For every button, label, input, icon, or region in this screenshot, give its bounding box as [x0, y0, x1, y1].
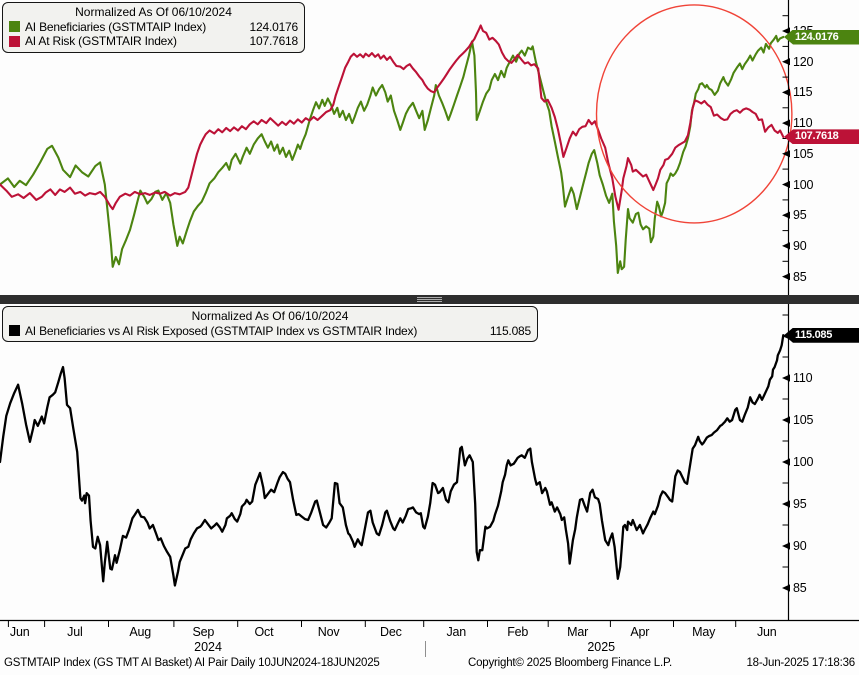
legend-label: AI At Risk (GSTMTAIR Index) — [25, 34, 177, 48]
last-value-badge-bottom-115-085: 115.085 — [784, 327, 859, 343]
y-tick-label-bottom: 90 — [793, 539, 807, 553]
y-tick-arrow-icon — [782, 242, 790, 250]
footer-copyright: Copyright© 2025 Bloomberg Finance L.P. — [468, 657, 672, 669]
x-month-label-sep: Sep — [192, 625, 215, 639]
y-tick-arrow-icon — [782, 27, 790, 35]
y-tick-label-bottom: 85 — [793, 581, 807, 595]
y-tick-label-top: 115 — [793, 85, 813, 100]
y-tick-arrow-icon — [782, 119, 790, 127]
x-month-label-jan: Jan — [446, 625, 467, 639]
y-tick-arrow-icon — [782, 458, 790, 466]
x-year-label-2025: 2025 — [587, 640, 616, 654]
y-tick-label-bottom: 100 — [793, 455, 814, 469]
swatch-red-icon — [9, 35, 20, 47]
legend-top-title: Normalized As Of 06/10/2024 — [75, 5, 232, 19]
legend-bottom[interactable]: Normalized As Of 06/10/2024 AI Beneficia… — [2, 306, 538, 342]
y-tick-label-top: 90 — [793, 238, 807, 253]
footer-security-description: GSTMTAIP Index (GS TMT AI Basket) AI Pai… — [4, 657, 380, 669]
series-ai-pair-ratio-line[interactable] — [0, 334, 785, 587]
y-tick-label-bottom: 110 — [793, 371, 813, 385]
y-tick-arrow-icon — [782, 500, 790, 508]
x-month-label-dec: Dec — [380, 625, 402, 639]
legend-bottom-title: Normalized As Of 06/10/2024 — [191, 309, 349, 323]
y-tick-label-bottom: 95 — [793, 497, 807, 511]
y-tick-arrow-icon — [782, 88, 790, 96]
x-month-label-nov: Nov — [317, 625, 340, 639]
legend-label: AI Beneficiaries vs AI Risk Exposed (GST… — [25, 323, 418, 338]
x-month-label-jun: Jun — [756, 625, 777, 639]
x-month-label-mar: Mar — [567, 625, 589, 639]
y-tick-label-top: 105 — [793, 146, 814, 161]
legend-value: 124.0176 — [249, 19, 299, 34]
year-separator-line — [425, 641, 426, 657]
legend-item-ai-pair-ratio: AI Beneficiaries vs AI Risk Exposed (GST… — [9, 324, 531, 339]
circle-annotation[interactable] — [595, 4, 793, 224]
legend-label: AI Beneficiaries (GSTMTAIP Index) — [25, 19, 207, 34]
swatch-black-icon — [9, 325, 20, 337]
x-month-label-may: May — [692, 625, 716, 639]
legend-value: 107.7618 — [249, 34, 299, 48]
x-month-label-jun: Jun — [9, 625, 30, 639]
legend-value: 115.085 — [489, 323, 531, 338]
y-tick-arrow-icon — [782, 542, 790, 550]
y-tick-label-top: 85 — [793, 269, 807, 284]
swatch-green-icon — [9, 21, 20, 33]
y-tick-arrow-icon — [782, 180, 790, 189]
y-tick-arrow-icon — [782, 584, 790, 592]
x-month-label-oct: Oct — [254, 625, 274, 639]
y-tick-arrow-icon — [782, 211, 790, 219]
y-tick-arrow-icon — [782, 58, 790, 66]
y-tick-label-top: 100 — [793, 177, 814, 192]
legend-item-ai-at-risk: AI At Risk (GSTMTAIR Index) 107.7618 — [9, 34, 298, 49]
y-tick-arrow-icon — [782, 273, 790, 281]
x-year-label-2024: 2024 — [194, 640, 222, 654]
legend-top[interactable]: Normalized As Of 06/10/2024 AI Beneficia… — [2, 2, 305, 53]
x-month-label-apr: Apr — [630, 625, 650, 639]
divider-grip-icon — [417, 297, 442, 302]
last-value-badge-top-124-0176: 124.0176 — [784, 29, 859, 45]
panel-divider-handle[interactable] — [0, 295, 859, 304]
last-value-badge-top-107-7618: 107.7618 — [784, 129, 859, 145]
series-ai-beneficiaries-line[interactable] — [0, 34, 785, 274]
y-tick-arrow-icon — [782, 416, 790, 424]
y-tick-arrow-icon — [782, 374, 790, 382]
y-tick-label-top: 95 — [793, 208, 807, 223]
y-tick-label-bottom: 105 — [793, 413, 814, 427]
y-tick-label-top: 120 — [793, 54, 814, 69]
footer-timestamp: 18-Jun-2025 17:18:36 — [746, 657, 855, 669]
x-month-label-jul: Jul — [67, 625, 83, 639]
y-tick-label-top: 110 — [793, 116, 813, 131]
x-month-label-aug: Aug — [129, 625, 152, 639]
y-tick-arrow-icon — [782, 150, 790, 158]
series-ai-at-risk-line[interactable] — [0, 24, 785, 211]
x-month-label-feb: Feb — [507, 625, 529, 639]
legend-item-ai-beneficiaries: AI Beneficiaries (GSTMTAIP Index) 124.01… — [9, 20, 298, 35]
